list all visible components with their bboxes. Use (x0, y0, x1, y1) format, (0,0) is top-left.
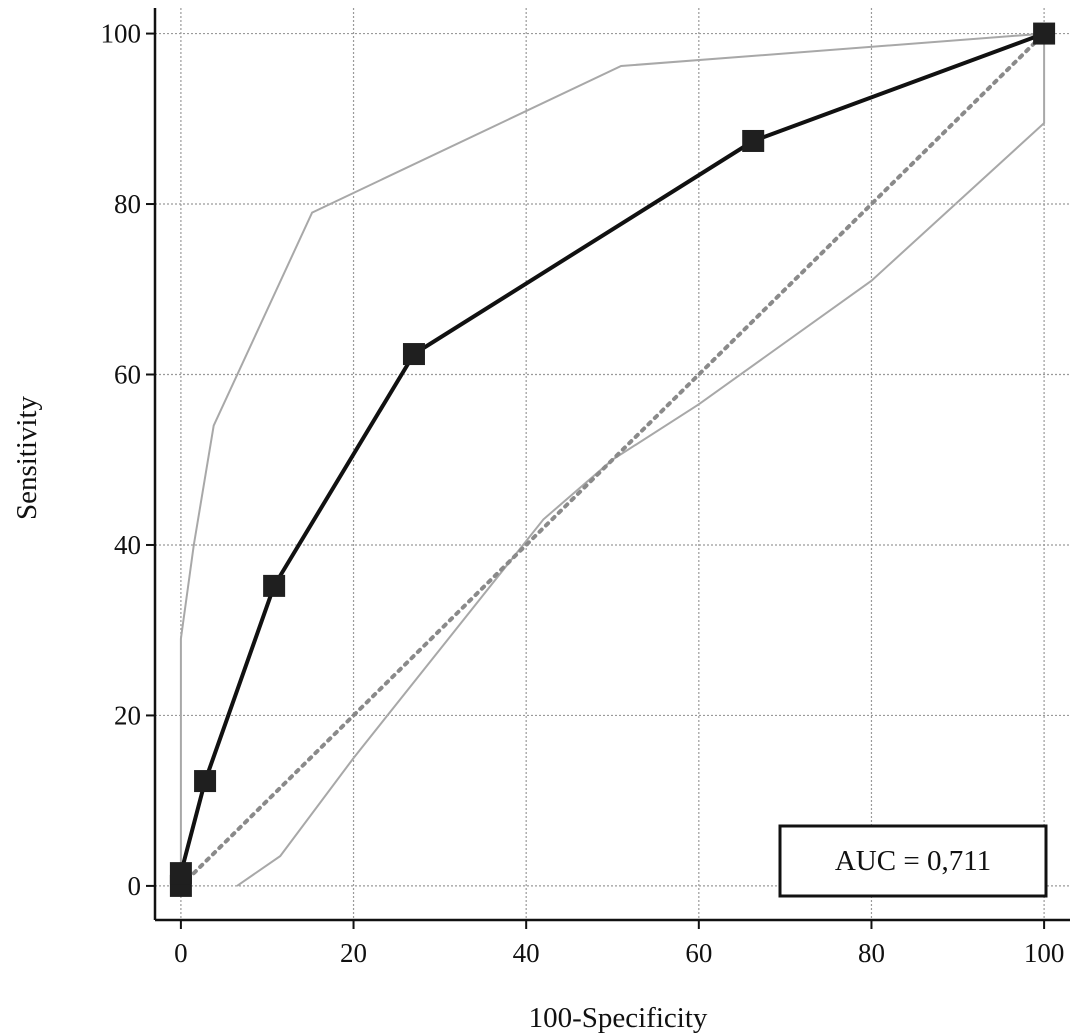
x-tick-label-0: 0 (174, 938, 188, 968)
y-tick-label-0: 0 (128, 871, 142, 901)
x-tick-label-60: 60 (685, 938, 712, 968)
y-axis-title: Sensitivity (11, 395, 43, 520)
roc-point-4 (402, 343, 425, 366)
y-tick-label-60: 60 (114, 360, 141, 390)
y-tick-label-40: 40 (114, 530, 141, 560)
roc-point-5 (742, 129, 765, 152)
auc-label: AUC = 0,711 (835, 845, 991, 877)
diagonal-reference-line (178, 31, 1047, 888)
y-tick-label-100: 100 (101, 19, 142, 49)
lower-ci-line (236, 33, 1046, 887)
roc-point-2 (194, 770, 217, 793)
y-tick-label-80: 80 (114, 189, 141, 219)
roc-point-3 (263, 574, 286, 597)
reference-line (178, 31, 1047, 888)
roc-curve (169, 22, 1056, 897)
roc-point-1 (169, 862, 192, 885)
roc-point-6 (1033, 22, 1056, 45)
x-tick-label-80: 80 (858, 938, 885, 968)
y-tick-label-20: 20 (114, 700, 141, 730)
x-tick-label-40: 40 (513, 938, 540, 968)
axes (146, 8, 1070, 929)
tick-labels: 0 20 40 60 80 100 0 20 40 60 80 100 (101, 19, 1065, 968)
x-tick-label-20: 20 (340, 938, 367, 968)
auc-box-frame (778, 824, 1048, 898)
x-tick-label-100: 100 (1024, 938, 1065, 968)
upper-ci-line (179, 32, 1045, 886)
x-axis-title: 100-Specificity (529, 1002, 708, 1034)
auc-legend-box: AUC = 0,711 (778, 824, 1048, 898)
grid-lines (155, 8, 1070, 920)
